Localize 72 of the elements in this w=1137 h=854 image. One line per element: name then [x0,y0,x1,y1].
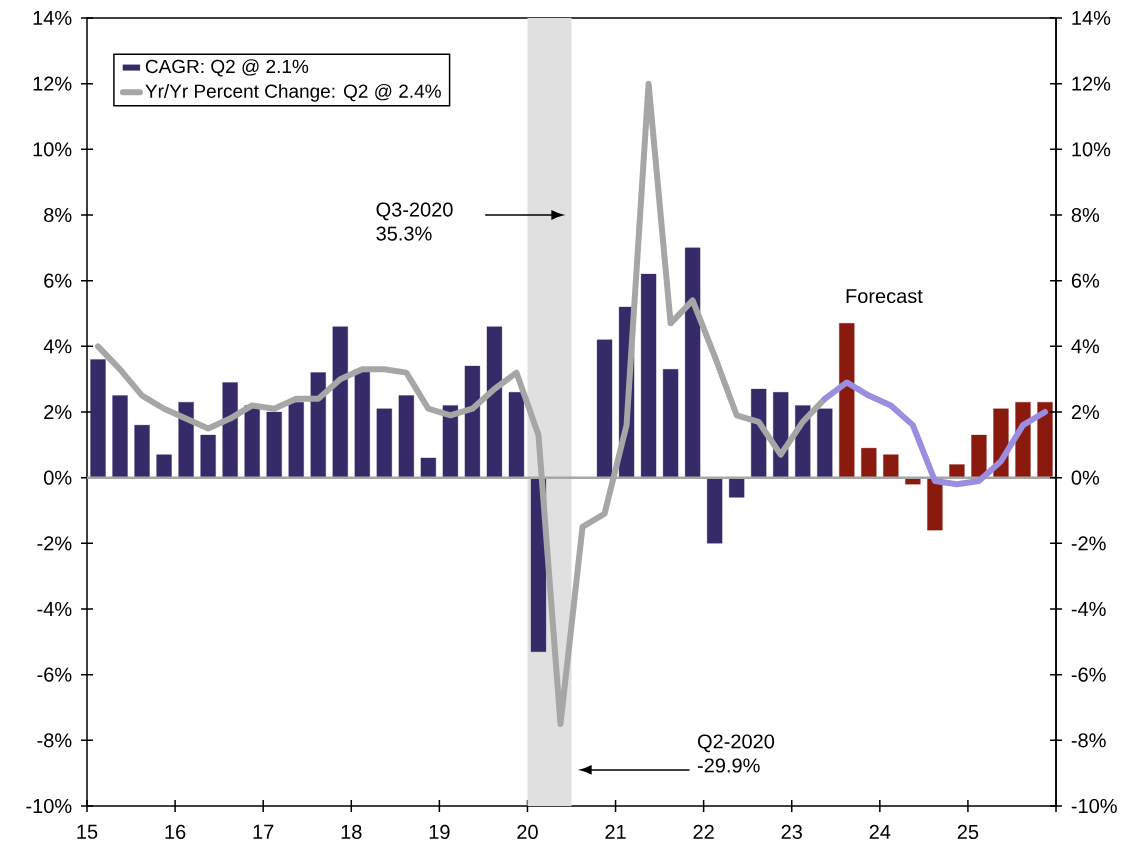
bar [464,365,481,478]
bar [596,339,613,478]
bar [112,395,128,478]
bar [398,395,414,478]
y-tick-label: -4% [37,602,72,616]
bar [244,405,260,478]
annotation: Forecast [846,289,923,304]
x-tick-label: 16 [165,824,186,840]
bar [817,408,833,478]
annotation: Q3-2020 35.3% [376,202,453,241]
x-tick-label: 23 [781,824,802,840]
y-tick-label: 8% [44,207,72,223]
bar [288,401,304,478]
bar [707,477,723,544]
x-tick-label: 21 [605,824,626,839]
bar [90,359,106,478]
y2-tick-label: 12% [1072,76,1111,91]
y-tick-label: 6% [44,273,72,288]
y-tick-label: 14% [33,11,72,25]
bar [971,434,987,478]
y2-tick-label: -2% [1071,536,1106,551]
y-tick-label: -8% [37,733,72,748]
y2-tick-label: 14% [1072,11,1111,25]
x-tick-label: 19 [429,824,450,840]
y-tick-label: 2% [44,404,72,420]
bar [640,273,657,478]
bar [156,454,172,478]
y2-tick-label: 10% [1072,142,1111,157]
y-tick-label: 10% [33,142,72,157]
y2-tick-label: 6% [1071,273,1100,288]
bar [839,323,855,478]
bar [310,372,326,478]
x-tick-label: 25 [957,824,979,840]
y2-tick-label: 0% [1071,470,1100,485]
legend-label: Yr/Yr Percent Change: Q2 @ 2.4% [145,83,441,102]
bar [883,454,899,478]
y-tick-label: 0% [44,470,72,485]
bar [684,247,701,478]
bar [354,369,370,478]
y2-tick-label: -10% [1071,798,1117,814]
bar [1037,401,1053,478]
y2-tick-label: 8% [1071,207,1100,223]
y2-tick-label: 2% [1071,404,1100,420]
y2-tick-label: -8% [1071,733,1106,748]
bar [861,447,877,478]
y-tick-label: -2% [37,536,72,551]
bar [200,434,216,478]
x-tick-label: 18 [341,824,362,840]
bar [508,392,525,478]
y-tick-label: 4% [43,339,72,354]
x-tick-label: 15 [77,824,98,839]
bar [134,424,150,478]
x-tick-label: 20 [517,824,538,840]
bar [420,457,436,478]
bar [662,369,679,478]
x-tick-label: 17 [253,824,274,839]
legend-label: CAGR: Q2 @ 2.1% [145,59,309,77]
x-tick-label: 22 [693,824,714,839]
y2-tick-label: -4% [1071,602,1106,616]
y2-tick-label: 4% [1071,339,1100,354]
x-tick-label: 24 [869,824,891,839]
bar [332,326,348,478]
y-tick-label: 12% [33,76,72,91]
y-tick-label: -10% [26,798,72,814]
bar [266,411,282,478]
annotation: Q2-2020 -29.9% [697,734,775,773]
bar [222,382,238,478]
bar [486,326,503,478]
bar [376,408,392,478]
y2-tick-label: -6% [1071,667,1106,682]
bar [729,477,745,498]
y-tick-label: -6% [37,667,72,682]
